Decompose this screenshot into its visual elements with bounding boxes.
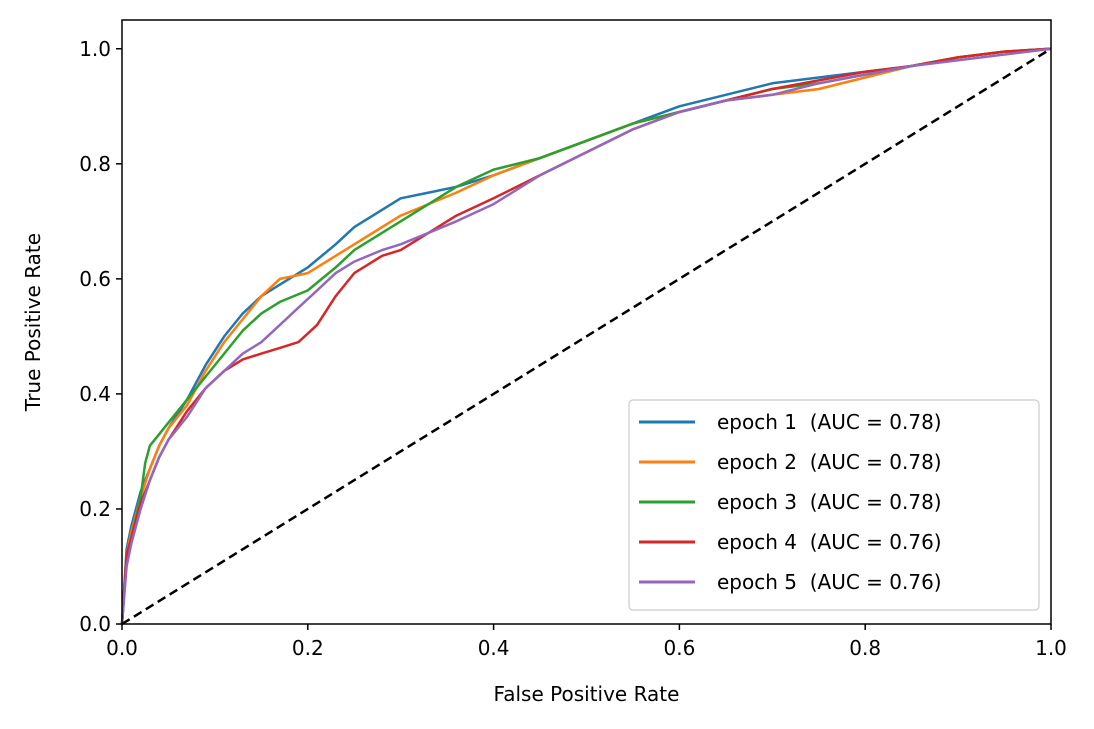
x-axis-label: False Positive Rate xyxy=(494,682,680,706)
x-tick-label: 0.8 xyxy=(849,636,881,660)
chance-diagonal-line xyxy=(121,47,1052,626)
y-tick-label: 0.0 xyxy=(79,612,111,636)
x-tick-label: 0.2 xyxy=(292,636,324,660)
y-tick-label: 0.4 xyxy=(79,382,111,406)
y-tick-label: 0.8 xyxy=(79,152,111,176)
legend-label-epoch-4: epoch 4 (AUC = 0.76) xyxy=(717,530,942,554)
roc-curve-epoch-3 xyxy=(120,47,1052,625)
legend-label-epoch-3: epoch 3 (AUC = 0.78) xyxy=(717,490,942,514)
x-axis-ticks: 0.0 0.2 0.4 0.6 0.8 1.0 xyxy=(106,624,1067,660)
legend-label-epoch-2: epoch 2 (AUC = 0.78) xyxy=(717,450,942,474)
x-tick-label: 0.4 xyxy=(478,636,510,660)
x-tick-label: 0.6 xyxy=(663,636,695,660)
legend-label-epoch-5: epoch 5 (AUC = 0.76) xyxy=(717,570,942,594)
roc-curves xyxy=(120,47,1052,625)
y-tick-label: 0.6 xyxy=(79,267,111,291)
legend-box xyxy=(628,399,1040,611)
axes-frame xyxy=(121,19,1052,625)
y-tick-label: 0.2 xyxy=(79,497,111,521)
y-axis-ticks: 0.0 0.2 0.4 0.6 0.8 1.0 xyxy=(79,37,122,636)
x-tick-label: 1.0 xyxy=(1035,636,1067,660)
legend: epoch 1 (AUC = 0.78) epoch 2 (AUC = 0.78)… xyxy=(628,399,1040,611)
y-axis-label: True Positive Rate xyxy=(21,233,45,412)
legend-label-epoch-1: epoch 1 (AUC = 0.78) xyxy=(717,410,942,434)
x-tick-label: 0.0 xyxy=(106,636,138,660)
plot-area xyxy=(120,47,1052,626)
roc-curve-epoch-2 xyxy=(120,47,1052,625)
y-tick-label: 1.0 xyxy=(79,37,111,61)
roc-curve-epoch-5 xyxy=(120,47,1052,625)
